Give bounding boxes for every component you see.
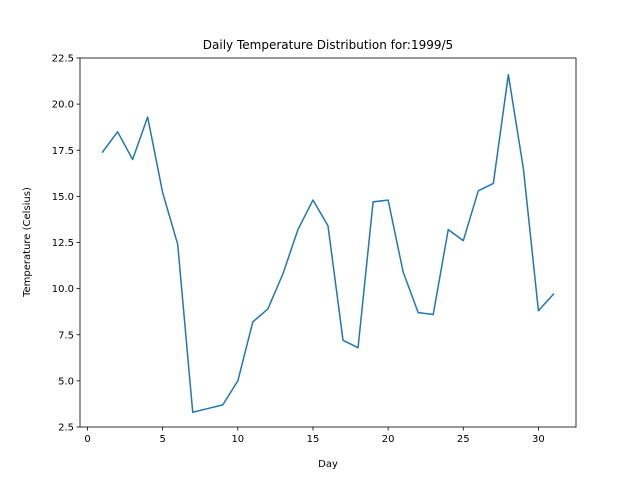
- y-tick-label: 17.5: [52, 146, 74, 157]
- y-tick-label: 15.0: [52, 192, 74, 203]
- x-tick-label: 20: [382, 434, 395, 445]
- y-tick-label: 5.0: [58, 376, 74, 387]
- y-tick-label: 22.5: [52, 54, 74, 65]
- x-axis-label: Day: [318, 459, 338, 470]
- x-tick-label: 10: [231, 434, 244, 445]
- x-tick-label: 30: [532, 434, 545, 445]
- y-tick-label: 10.0: [52, 284, 74, 295]
- y-tick-label: 12.5: [52, 238, 74, 249]
- y-axis-label: Temperature (Celsius): [22, 187, 33, 298]
- plot-area: 0 5 10 15 20 25 30 2.5 5.0 7.5 10.0 12.5 15.0 17.5 20.…: [52, 54, 577, 445]
- y-tick-label: 7.5: [58, 330, 74, 341]
- y-tick-label: 20.0: [52, 100, 74, 111]
- y-tick-label: 2.5: [58, 423, 74, 434]
- x-tick-label: 25: [457, 434, 470, 445]
- x-tick-label: 0: [84, 434, 90, 445]
- x-tick-label: 5: [159, 434, 165, 445]
- x-tick-label: 15: [307, 434, 320, 445]
- chart-title: Daily Temperature Distribution for:1999/…: [203, 38, 453, 52]
